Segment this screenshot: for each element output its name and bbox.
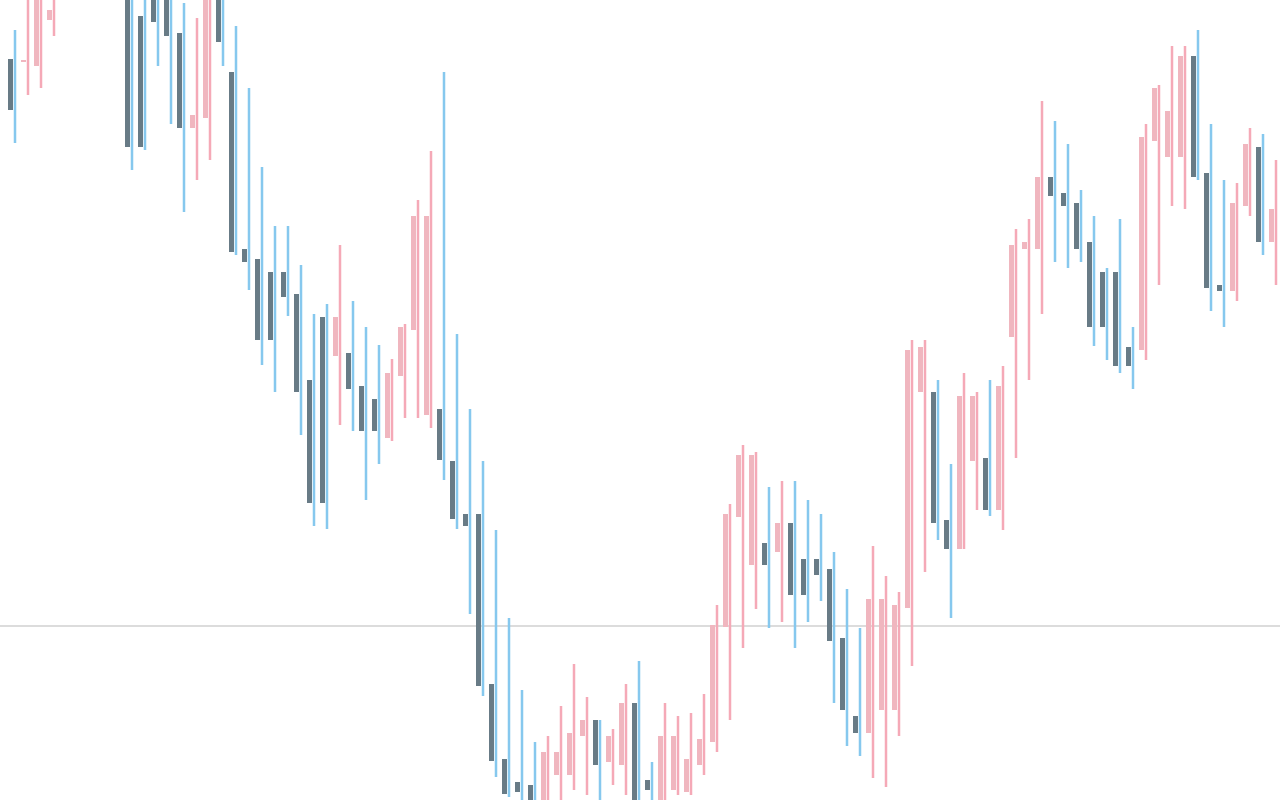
candle-body <box>1243 144 1248 206</box>
candle-body <box>346 353 351 389</box>
candle-body <box>892 605 897 710</box>
candle-body <box>840 638 845 710</box>
candle-body <box>736 455 741 517</box>
candle-body <box>957 396 962 549</box>
candle-body <box>229 72 234 252</box>
candle-body <box>255 259 260 340</box>
candle-body <box>1035 177 1040 249</box>
candle-body <box>606 736 611 762</box>
candle-body <box>138 16 143 147</box>
candle-body <box>294 294 299 392</box>
candle-body <box>450 461 455 519</box>
candle-body <box>463 514 468 526</box>
candle-body <box>762 543 767 565</box>
candle-body <box>853 716 858 733</box>
candle-body <box>749 455 754 565</box>
candle-body <box>866 599 871 733</box>
candle-body <box>34 0 39 66</box>
candle-body <box>1152 88 1157 141</box>
candle-body <box>216 0 221 42</box>
candle-body <box>8 59 13 110</box>
candle-body <box>918 347 923 392</box>
candle-body <box>1009 245 1014 337</box>
candle-body <box>541 752 546 800</box>
candle-body <box>1087 242 1092 327</box>
candle-body <box>905 350 910 608</box>
candle-body <box>385 373 390 438</box>
candle-body <box>151 0 156 22</box>
candle-body <box>775 523 780 552</box>
candle-body <box>580 720 585 736</box>
candle-body <box>554 752 559 775</box>
candle-body <box>190 115 195 128</box>
candle-body <box>320 317 325 503</box>
candle-body <box>788 523 793 595</box>
candle-body <box>879 599 884 710</box>
candle-body <box>1048 177 1053 196</box>
candle-body <box>476 514 481 686</box>
candle-body <box>1256 147 1261 242</box>
candle-body <box>723 514 728 627</box>
candle-body <box>983 458 988 510</box>
candle-body <box>515 782 520 792</box>
candle-body <box>593 720 598 765</box>
candle-body <box>1022 242 1027 249</box>
candle-body <box>372 399 377 431</box>
candle-body <box>333 317 338 356</box>
candle-body <box>281 272 286 297</box>
candle-body <box>697 739 702 765</box>
candle-body <box>502 759 507 794</box>
candle-body <box>944 520 949 549</box>
candle-body <box>528 785 533 800</box>
candle-body <box>1204 173 1209 288</box>
candle-body <box>424 216 429 415</box>
candle-body <box>1100 272 1105 327</box>
candle-body <box>1126 347 1131 366</box>
candle-body <box>125 0 130 147</box>
candle-body <box>1061 193 1066 206</box>
candle-body <box>632 703 637 800</box>
candle-body <box>177 33 182 128</box>
candle-body <box>437 409 442 460</box>
candle-body <box>1191 56 1196 177</box>
candle-body <box>970 396 975 461</box>
candle-body <box>489 684 494 761</box>
candle-body <box>307 380 312 503</box>
candle-body <box>814 559 819 575</box>
candle-body <box>1269 209 1274 242</box>
candle-body <box>1178 56 1183 157</box>
candle-body <box>1113 272 1118 366</box>
candle-body <box>996 386 1001 510</box>
candle-body <box>1139 137 1144 350</box>
candle-body <box>567 733 572 775</box>
candle-body <box>658 736 663 800</box>
candle-body <box>1217 285 1222 291</box>
candle-body <box>827 569 832 641</box>
candle-body <box>47 10 52 20</box>
candle-body <box>931 392 936 523</box>
candle-body <box>684 759 689 792</box>
candle-body <box>203 0 208 118</box>
candle-body <box>801 559 806 595</box>
candle-body <box>671 736 676 790</box>
candle-body <box>645 780 650 790</box>
candle-body <box>359 386 364 431</box>
candle-body <box>242 249 247 262</box>
candle-body <box>398 327 403 376</box>
candle-body <box>1074 203 1079 249</box>
candle-body <box>710 625 715 742</box>
candle-body <box>619 703 624 765</box>
candle-body <box>1165 111 1170 157</box>
candle-body <box>268 272 273 340</box>
candle-body <box>21 60 26 62</box>
candle-body <box>1230 203 1235 291</box>
candle-body <box>411 216 416 330</box>
candle-body <box>164 0 169 36</box>
